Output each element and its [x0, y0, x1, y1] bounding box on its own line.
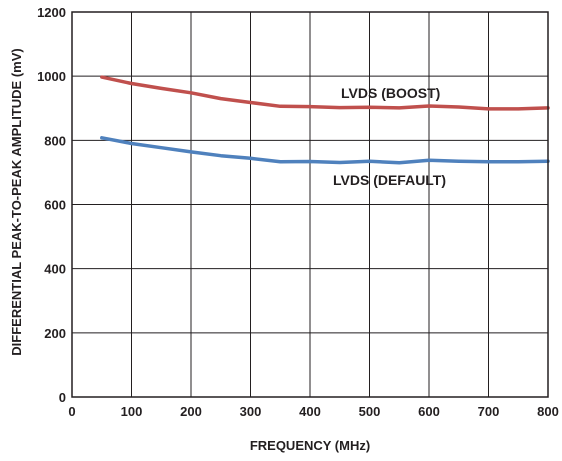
y-axis-title: DIFFERENTIAL PEAK-TO-PEAK AMPLITUDE (mV) [9, 48, 24, 355]
x-tick-label: 500 [359, 404, 381, 419]
plot-frame [71, 11, 549, 398]
x-tick-label: 700 [478, 404, 500, 419]
series-line-lvds-default [100, 136, 550, 165]
y-tick-labels: 0 200 400 600 800 1000 1200 [37, 5, 66, 405]
x-tick-label: 0 [68, 404, 75, 419]
y-tick-label: 600 [44, 198, 66, 213]
y-tick-label: 1200 [37, 5, 66, 20]
x-tick-labels: 0 100 200 300 400 500 600 700 800 [68, 404, 558, 419]
series-line-lvds-boost [100, 75, 550, 111]
x-tick-label: 800 [537, 404, 559, 419]
y-tick-label: 0 [59, 390, 66, 405]
series-lines [100, 75, 550, 165]
x-tick-label: 100 [121, 404, 143, 419]
x-tick-label: 200 [180, 404, 202, 419]
grid-lines [71, 11, 549, 398]
x-axis-title: FREQUENCY (MHz) [250, 438, 370, 453]
x-tick-label: 600 [418, 404, 440, 419]
x-tick-label: 300 [240, 404, 262, 419]
series-label-lvds-default: LVDS (DEFAULT) [333, 172, 446, 188]
y-tick-label: 200 [44, 326, 66, 341]
y-tick-label: 1000 [37, 69, 66, 84]
series-label-lvds-boost: LVDS (BOOST) [341, 85, 440, 101]
x-tick-label: 400 [299, 404, 321, 419]
y-tick-label: 400 [44, 262, 66, 277]
y-tick-label: 800 [44, 133, 66, 148]
